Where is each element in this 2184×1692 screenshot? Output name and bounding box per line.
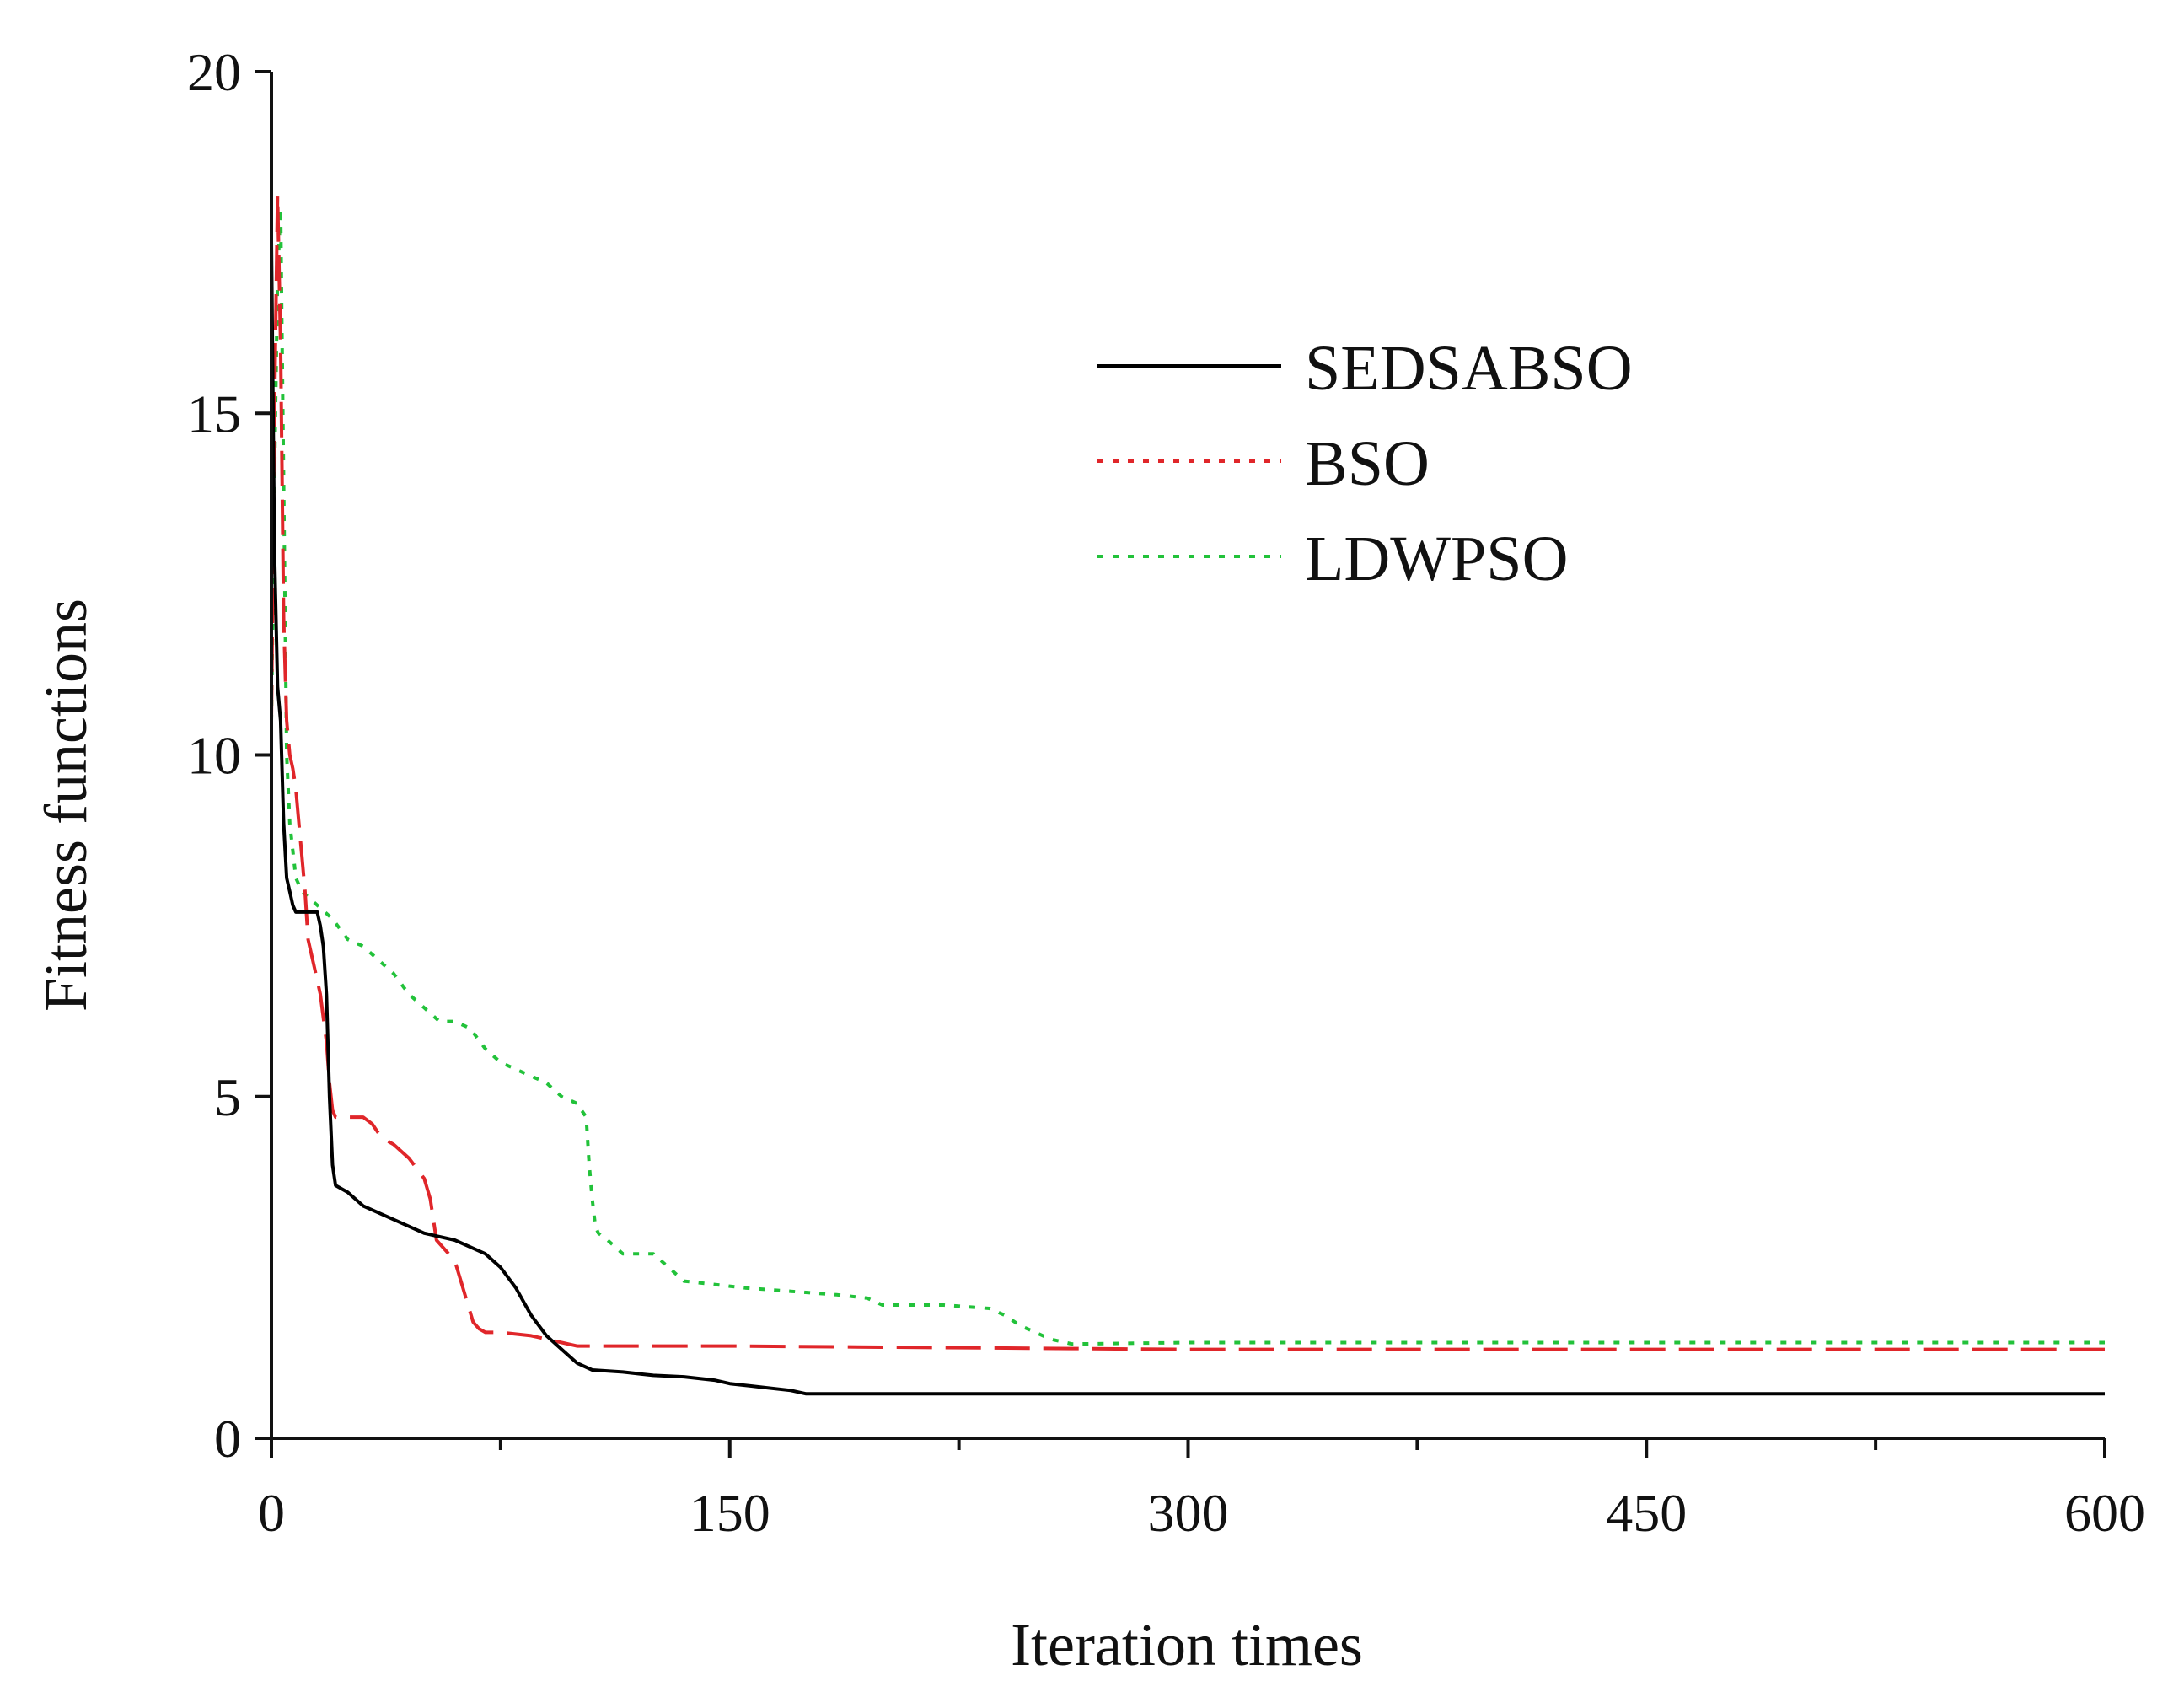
- x-tick-label: 600: [2064, 1483, 2145, 1543]
- x-tick-label: 450: [1606, 1483, 1687, 1543]
- y-tick-label: 15: [187, 384, 241, 443]
- y-ticks: 0 5 10 15 20: [187, 42, 271, 1469]
- legend-label-ldwpso: LDWPSO: [1305, 524, 1568, 594]
- x-ticks: 0 150 300 450 600: [258, 1438, 2145, 1543]
- y-tick-label: 10: [187, 726, 241, 786]
- legend-label-sedsabso: SEDSABSO: [1305, 333, 1633, 404]
- x-tick-label: 300: [1148, 1483, 1229, 1543]
- series-line-bso: [270, 192, 2105, 1351]
- y-tick-label: 0: [214, 1409, 241, 1469]
- legend: SEDSABSO BSO LDWPSO: [1097, 333, 1633, 594]
- x-tick-label: 150: [690, 1483, 770, 1543]
- series-line-ldwpso: [270, 207, 2105, 1346]
- y-tick-label: 5: [214, 1067, 241, 1127]
- y-axis-title: Fitness functions: [32, 599, 99, 1012]
- series-layer: [270, 192, 2105, 1396]
- series-line-sedsabso: [270, 242, 2105, 1396]
- y-tick-label: 20: [187, 42, 241, 102]
- x-axis-title: Iteration times: [1011, 1611, 1363, 1679]
- legend-label-bso: BSO: [1305, 428, 1430, 499]
- x-tick-label: 0: [258, 1483, 285, 1543]
